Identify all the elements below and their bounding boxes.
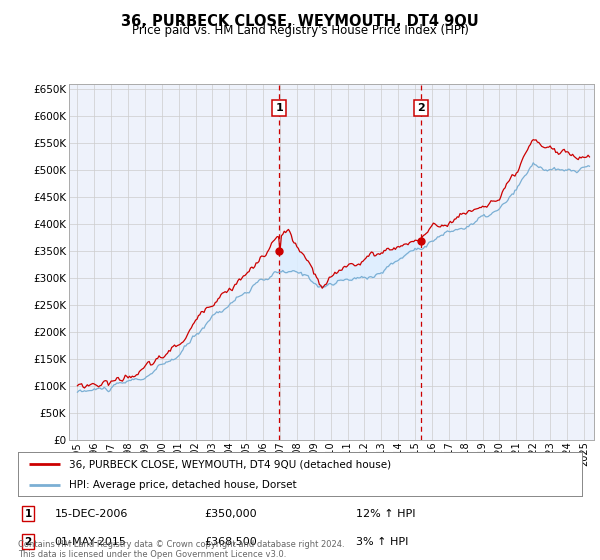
Text: 36, PURBECK CLOSE, WEYMOUTH, DT4 9QU: 36, PURBECK CLOSE, WEYMOUTH, DT4 9QU xyxy=(121,14,479,29)
Text: HPI: Average price, detached house, Dorset: HPI: Average price, detached house, Dors… xyxy=(69,480,296,489)
Text: 01-MAY-2015: 01-MAY-2015 xyxy=(55,536,127,547)
Text: 2: 2 xyxy=(25,536,32,547)
Text: 1: 1 xyxy=(25,508,32,519)
Text: Price paid vs. HM Land Registry's House Price Index (HPI): Price paid vs. HM Land Registry's House … xyxy=(131,24,469,37)
Text: £350,000: £350,000 xyxy=(204,508,257,519)
Text: Contains HM Land Registry data © Crown copyright and database right 2024.
This d: Contains HM Land Registry data © Crown c… xyxy=(18,540,344,559)
Text: 1: 1 xyxy=(275,103,283,113)
Text: 36, PURBECK CLOSE, WEYMOUTH, DT4 9QU (detached house): 36, PURBECK CLOSE, WEYMOUTH, DT4 9QU (de… xyxy=(69,459,391,469)
Text: 15-DEC-2006: 15-DEC-2006 xyxy=(55,508,128,519)
Text: 12% ↑ HPI: 12% ↑ HPI xyxy=(356,508,416,519)
Text: 3% ↑ HPI: 3% ↑ HPI xyxy=(356,536,409,547)
Text: £368,500: £368,500 xyxy=(204,536,257,547)
Text: 2: 2 xyxy=(417,103,425,113)
